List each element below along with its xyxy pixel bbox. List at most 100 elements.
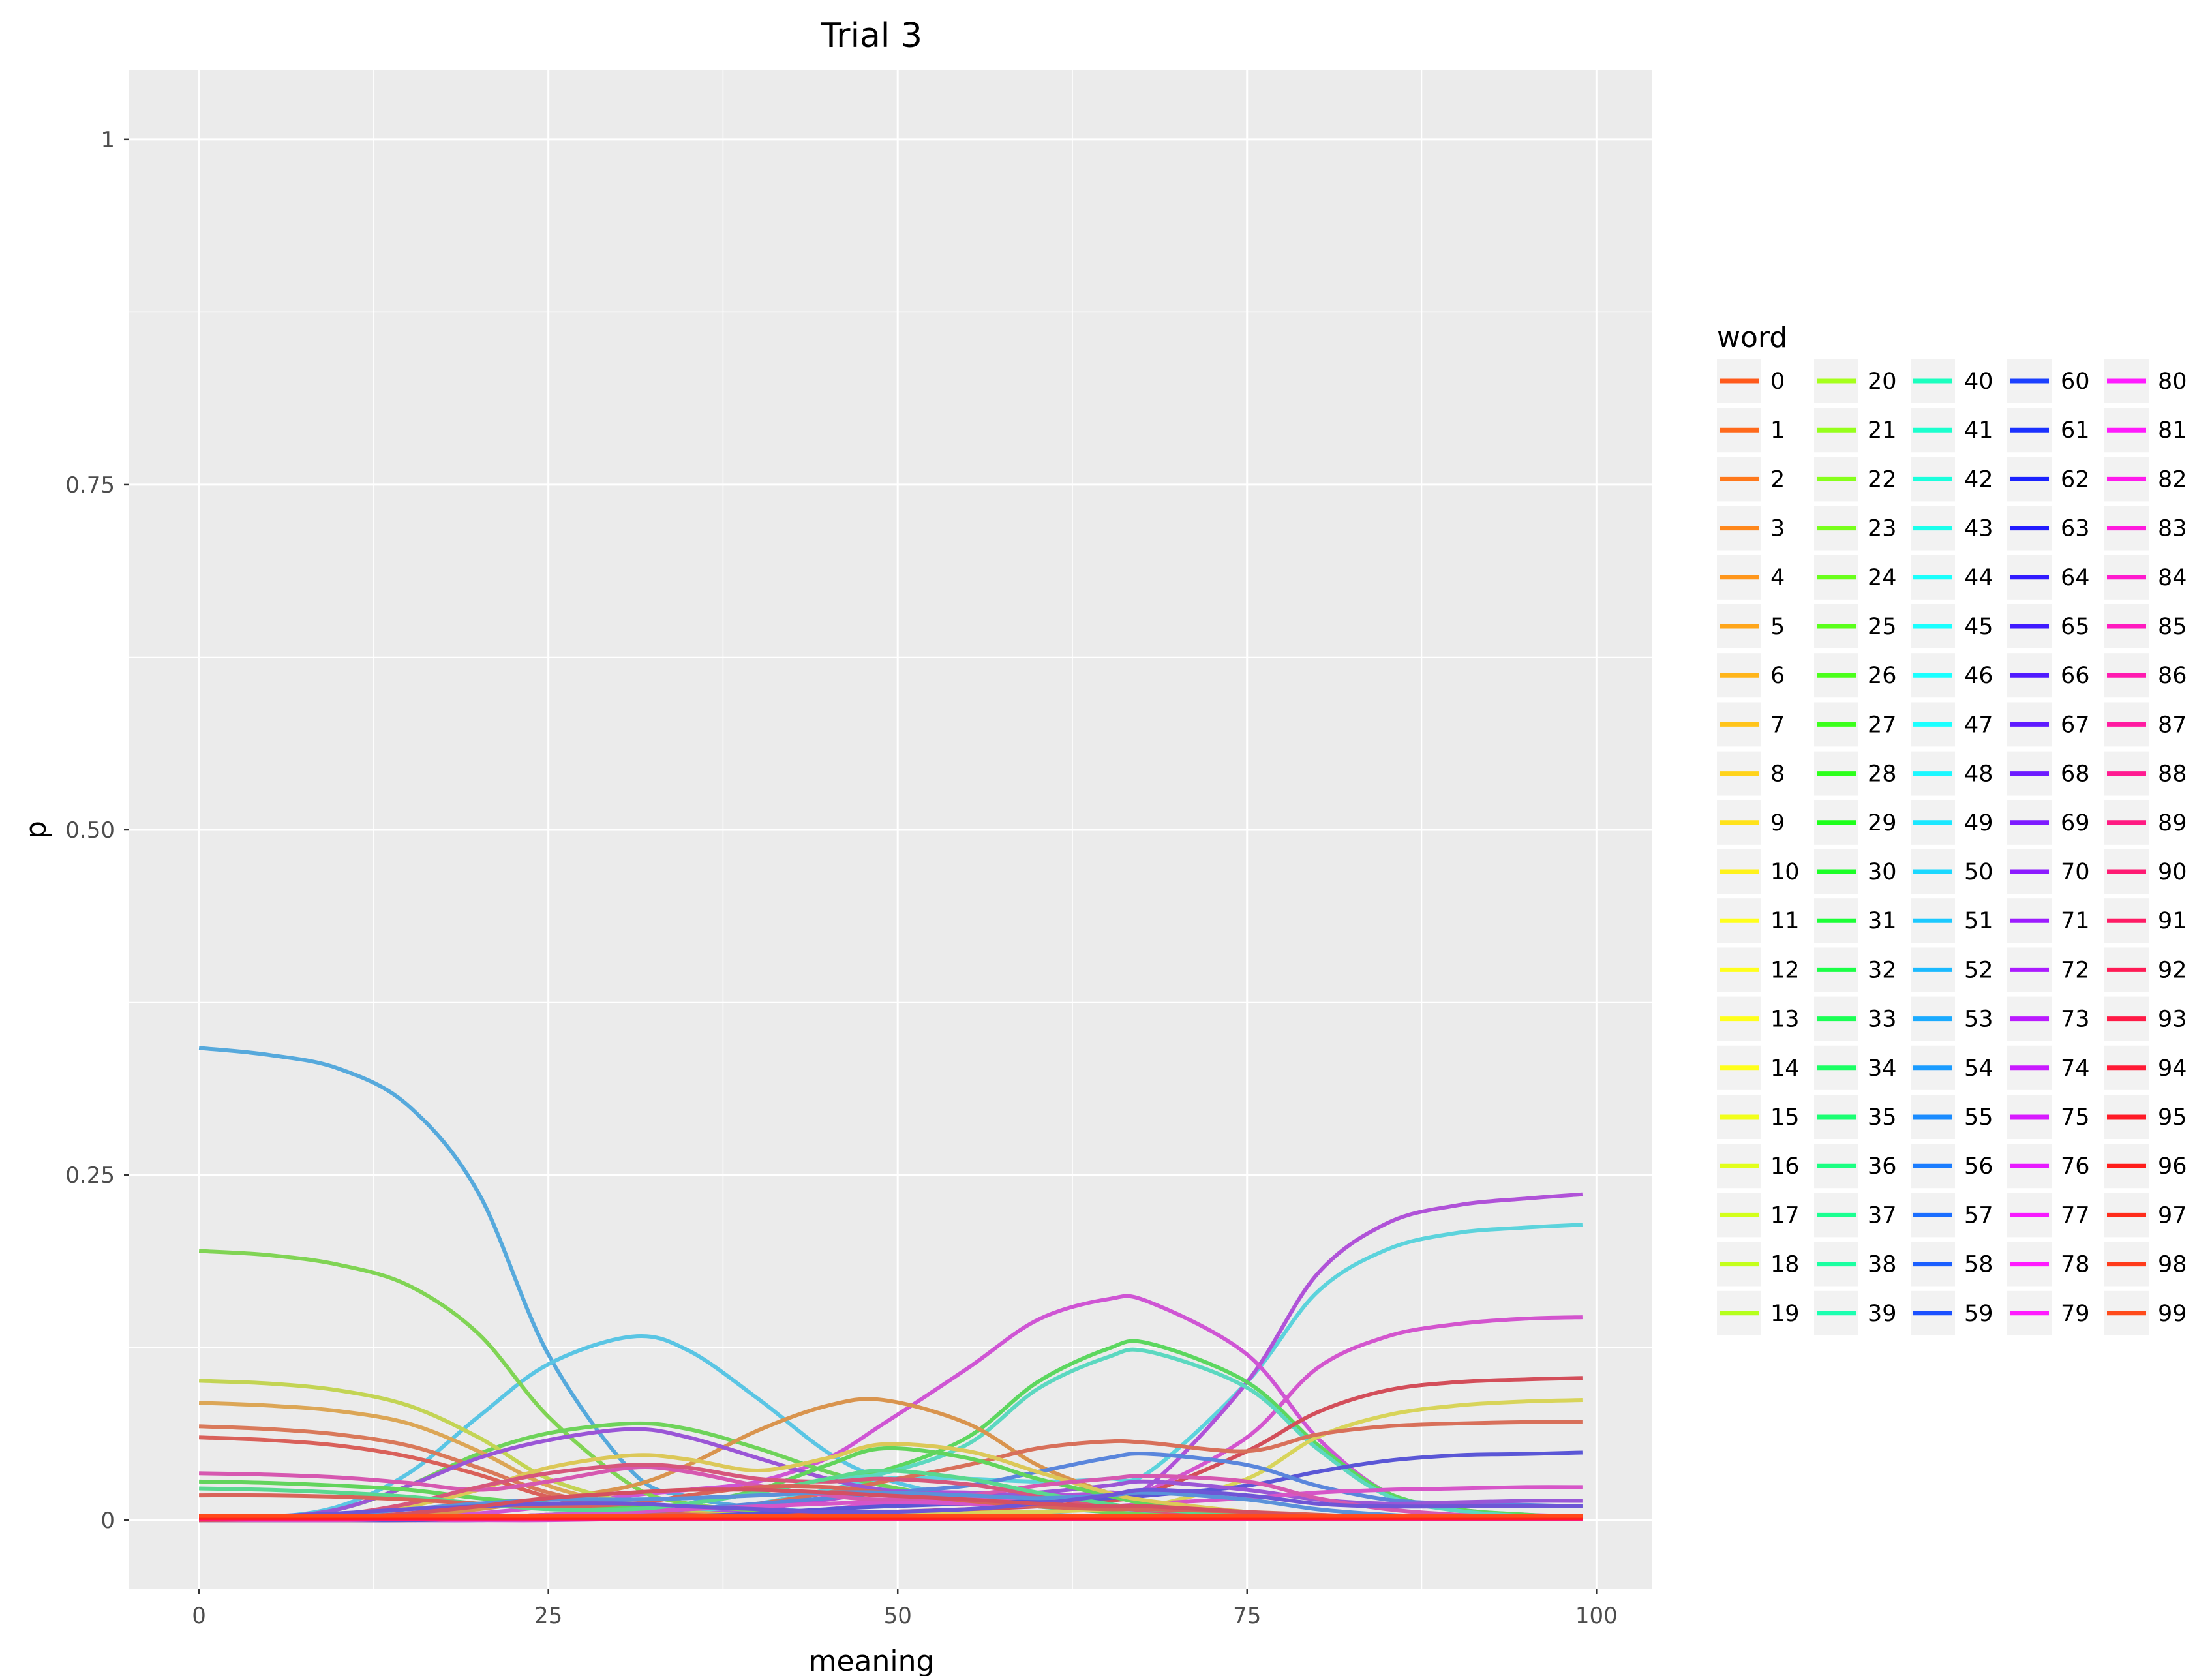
legend-label: 70: [2061, 859, 2090, 885]
legend-label: 84: [2158, 565, 2187, 591]
legend-item-62: 62: [2007, 457, 2090, 502]
legend-item-50: 50: [1911, 849, 1993, 894]
legend-label: 73: [2061, 1007, 2090, 1033]
legend-item-67: 67: [2007, 702, 2090, 747]
series-line-word-69: [199, 1487, 1583, 1519]
legend-label: 48: [1964, 761, 1993, 787]
legend-label: 74: [2061, 1056, 2090, 1082]
legend-label: 7: [1770, 712, 1785, 738]
legend-label: 37: [1868, 1202, 1897, 1228]
legend-label: 89: [2158, 810, 2187, 836]
legend-item-85: 85: [2104, 604, 2187, 648]
legend-label: 97: [2158, 1202, 2187, 1228]
legend-item-45: 45: [1911, 604, 1993, 648]
legend-label: 62: [2061, 466, 2090, 493]
legend-item-33: 33: [1814, 996, 1897, 1041]
x-tick-label: 75: [1233, 1603, 1261, 1629]
legend-label: 49: [1964, 810, 1993, 836]
legend-item-11: 11: [1717, 898, 1800, 943]
legend-item-18: 18: [1717, 1242, 1800, 1287]
y-tick-label: 1: [100, 127, 115, 153]
legend-item-31: 31: [1814, 898, 1897, 943]
chart-title: Trial 3: [820, 16, 922, 55]
legend-item-41: 41: [1911, 408, 1993, 453]
legend-item-25: 25: [1814, 604, 1897, 648]
legend-item-57: 57: [1911, 1193, 1993, 1238]
legend-label: 21: [1868, 418, 1897, 444]
legend-label: 83: [2158, 516, 2187, 542]
legend-label: 66: [2061, 663, 2090, 689]
legend-item-37: 37: [1814, 1193, 1897, 1238]
legend-label: 47: [1964, 712, 1993, 738]
legend-item-94: 94: [2104, 1045, 2187, 1090]
legend-item-80: 80: [2104, 359, 2187, 403]
legend-item-46: 46: [1911, 653, 1993, 698]
legend-item-8: 8: [1717, 751, 1785, 796]
legend-item-9: 9: [1717, 800, 1785, 845]
data-lines: [198, 1046, 1583, 1523]
legend-item-77: 77: [2007, 1193, 2090, 1238]
legend-label: 61: [2061, 418, 2090, 444]
legend-item-4: 4: [1717, 555, 1785, 600]
legend-label: 0: [1770, 369, 1785, 395]
legend-item-56: 56: [1911, 1144, 1993, 1189]
legend-label: 13: [1770, 1007, 1800, 1033]
legend-label: 22: [1868, 466, 1897, 493]
legend-label: 68: [2061, 761, 2090, 787]
legend-item-68: 68: [2007, 751, 2090, 796]
legend-label: 40: [1964, 369, 1993, 395]
legend-label: 27: [1868, 712, 1897, 738]
legend-label: 34: [1868, 1056, 1897, 1082]
legend-label: 30: [1868, 859, 1897, 885]
legend-label: 85: [2158, 614, 2187, 640]
legend-item-52: 52: [1911, 947, 1993, 992]
y-tick-label: 0.75: [65, 472, 115, 498]
legend-label: 14: [1770, 1056, 1800, 1082]
legend-item-20: 20: [1814, 359, 1897, 403]
legend-label: 88: [2158, 761, 2187, 787]
legend-label: 50: [1964, 859, 1993, 885]
legend-item-61: 61: [2007, 408, 2090, 453]
legend-item-7: 7: [1717, 702, 1785, 747]
legend-item-23: 23: [1814, 506, 1897, 551]
legend-label: 72: [2061, 957, 2090, 983]
legend-label: 18: [1770, 1252, 1800, 1278]
legend-item-14: 14: [1717, 1045, 1800, 1090]
legend-item-38: 38: [1814, 1242, 1897, 1287]
legend-label: 96: [2158, 1153, 2187, 1180]
legend-label: 16: [1770, 1153, 1800, 1180]
legend-item-39: 39: [1814, 1290, 1897, 1335]
legend-item-19: 19: [1717, 1290, 1800, 1335]
legend-label: 86: [2158, 663, 2187, 689]
legend-label: 33: [1868, 1007, 1897, 1033]
x-axis-label: meaning: [809, 1645, 935, 1676]
legend-item-17: 17: [1717, 1193, 1800, 1238]
legend-item-88: 88: [2104, 751, 2187, 796]
legend-item-49: 49: [1911, 800, 1993, 845]
legend-item-5: 5: [1717, 604, 1785, 648]
legend-item-87: 87: [2104, 702, 2187, 747]
legend-label: 80: [2158, 369, 2187, 395]
legend-label: 98: [2158, 1252, 2187, 1278]
legend-item-64: 64: [2007, 555, 2090, 600]
legend-item-86: 86: [2104, 653, 2187, 698]
legend-label: 90: [2158, 859, 2187, 885]
legend-label: 57: [1964, 1202, 1993, 1228]
legend-item-16: 16: [1717, 1144, 1800, 1189]
legend-label: 39: [1868, 1301, 1897, 1327]
legend-item-89: 89: [2104, 800, 2187, 845]
legend-item-83: 83: [2104, 506, 2187, 551]
legend-item-74: 74: [2007, 1045, 2090, 1090]
legend-item-71: 71: [2007, 898, 2090, 943]
legend-item-47: 47: [1911, 702, 1993, 747]
legend-label: 1: [1770, 418, 1785, 444]
legend-label: 78: [2061, 1252, 2090, 1278]
legend-label: 76: [2061, 1153, 2090, 1180]
legend-label: 4: [1770, 565, 1785, 591]
legend-item-34: 34: [1814, 1045, 1897, 1090]
legend-item-92: 92: [2104, 947, 2187, 992]
legend-label: 58: [1964, 1252, 1993, 1278]
legend-item-82: 82: [2104, 457, 2187, 502]
legend-label: 2: [1770, 466, 1785, 493]
